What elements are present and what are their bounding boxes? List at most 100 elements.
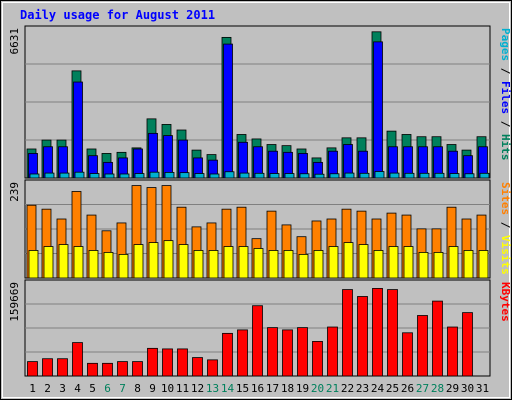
bar-pages-day-3 bbox=[59, 172, 70, 179]
legend-kbytes: KBytes bbox=[499, 282, 512, 322]
x-tick-label-day-8: 8 bbox=[134, 382, 141, 395]
bar-sites-day-21 bbox=[328, 246, 339, 279]
bar-pages-day-22 bbox=[344, 172, 355, 179]
x-tick-label-day-23: 23 bbox=[356, 382, 369, 395]
panel-middle bbox=[24, 179, 491, 279]
x-tick-label-day-17: 17 bbox=[266, 382, 279, 395]
bar-kbytes-day-23 bbox=[357, 296, 368, 377]
legend-visits: Visits bbox=[499, 235, 512, 275]
bar-sites-day-17 bbox=[268, 250, 279, 279]
bar-kbytes-day-29 bbox=[447, 326, 458, 377]
bar-kbytes-day-26 bbox=[402, 332, 413, 377]
panel-bottom bbox=[24, 279, 491, 377]
bar-kbytes-day-10 bbox=[162, 348, 173, 377]
bar-pages-day-5 bbox=[89, 173, 100, 179]
bar-files-day-15 bbox=[238, 141, 248, 179]
bar-kbytes-day-12 bbox=[192, 357, 203, 377]
x-tick-label-day-3: 3 bbox=[59, 382, 66, 395]
bar-sites-day-31 bbox=[478, 250, 489, 279]
bar-sites-day-10 bbox=[163, 240, 174, 279]
bar-pages-day-23 bbox=[359, 172, 370, 179]
bar-sites-day-18 bbox=[283, 250, 294, 279]
bar-files-day-9 bbox=[148, 132, 158, 179]
bar-kbytes-day-18 bbox=[282, 329, 293, 377]
bar-pages-day-30 bbox=[464, 173, 475, 179]
bar-kbytes-day-16 bbox=[252, 305, 263, 377]
bar-pages-day-14 bbox=[224, 171, 235, 179]
legend-files: Files bbox=[499, 81, 512, 114]
legend-separator: / bbox=[499, 215, 512, 235]
bar-sites-day-20 bbox=[313, 250, 324, 279]
bar-sites-day-26 bbox=[403, 246, 414, 279]
bar-kbytes-day-3 bbox=[57, 358, 68, 377]
chart-title: Daily usage for August 2011 bbox=[20, 8, 215, 22]
bar-pages-day-19 bbox=[299, 173, 310, 179]
x-tick-label-day-28: 28 bbox=[431, 382, 444, 395]
bar-pages-day-15 bbox=[239, 172, 250, 179]
bar-sites-day-3 bbox=[58, 244, 69, 279]
x-tick-label-day-6: 6 bbox=[104, 382, 111, 395]
bar-kbytes-day-17 bbox=[267, 327, 278, 377]
panel-top-max-label: 6631 bbox=[8, 28, 21, 55]
bar-sites-day-15 bbox=[238, 246, 249, 279]
panel-middle-max-label: 239 bbox=[8, 182, 21, 202]
bar-sites-day-19 bbox=[298, 254, 309, 279]
bar-kbytes-day-28 bbox=[432, 300, 443, 377]
bar-pages-day-17 bbox=[269, 173, 280, 179]
x-tick-label-day-7: 7 bbox=[119, 382, 126, 395]
x-tick-label-day-27: 27 bbox=[416, 382, 429, 395]
bar-kbytes-day-27 bbox=[417, 315, 428, 377]
bar-sites-day-11 bbox=[178, 244, 189, 279]
bar-kbytes-day-6 bbox=[102, 362, 113, 377]
panel-bottom-legend: KBytes bbox=[499, 282, 512, 322]
bar-pages-day-21 bbox=[329, 173, 340, 179]
bar-pages-day-1 bbox=[29, 173, 40, 179]
bar-pages-day-8 bbox=[134, 173, 145, 179]
x-tick-label-day-21: 21 bbox=[326, 382, 339, 395]
bar-pages-day-27 bbox=[419, 172, 430, 179]
x-tick-label-day-10: 10 bbox=[161, 382, 174, 395]
x-tick-label-day-13: 13 bbox=[206, 382, 219, 395]
bar-kbytes-day-8 bbox=[132, 361, 143, 377]
x-tick-label-day-25: 25 bbox=[386, 382, 399, 395]
bar-sites-day-12 bbox=[193, 250, 204, 279]
bar-pages-day-4 bbox=[74, 171, 85, 179]
bar-pages-day-29 bbox=[449, 173, 460, 179]
x-tick-label-day-1: 1 bbox=[29, 382, 36, 395]
legend-sites: Sites bbox=[499, 182, 512, 215]
bar-sites-day-5 bbox=[88, 250, 99, 279]
bar-pages-day-9 bbox=[149, 171, 160, 179]
bar-sites-day-4 bbox=[73, 246, 84, 279]
x-tick-label-day-9: 9 bbox=[149, 382, 156, 395]
bar-sites-day-7 bbox=[118, 254, 129, 279]
x-tick-label-day-2: 2 bbox=[44, 382, 51, 395]
bar-kbytes-day-24 bbox=[372, 288, 383, 377]
bar-pages-day-10 bbox=[164, 172, 175, 179]
bar-sites-day-28 bbox=[433, 252, 444, 279]
bar-kbytes-day-11 bbox=[177, 348, 188, 377]
x-tick-label-day-29: 29 bbox=[446, 382, 459, 395]
bar-sites-day-2 bbox=[43, 246, 54, 279]
bar-pages-day-31 bbox=[479, 172, 490, 179]
bar-kbytes-day-14 bbox=[222, 332, 233, 377]
legend-separator: / bbox=[499, 114, 512, 134]
x-tick-label-day-30: 30 bbox=[461, 382, 474, 395]
x-tick-label-day-31: 31 bbox=[476, 382, 489, 395]
bar-files-day-4 bbox=[73, 81, 83, 179]
legend-pages: Pages bbox=[499, 28, 512, 61]
x-tick-label-day-4: 4 bbox=[74, 382, 81, 395]
panel-middle-legend: Sites / Visits bbox=[499, 182, 512, 275]
bar-sites-day-16 bbox=[253, 248, 264, 279]
bar-kbytes-day-1 bbox=[27, 361, 38, 377]
panel-top-legend: Pages / Files / Hits bbox=[499, 28, 512, 161]
x-tick-label-day-15: 15 bbox=[236, 382, 249, 395]
bar-pages-day-28 bbox=[434, 172, 445, 179]
bar-sites-day-9 bbox=[148, 242, 159, 279]
panel-top bbox=[24, 25, 491, 179]
legend-separator: / bbox=[499, 61, 512, 81]
legend-hits: Hits bbox=[499, 134, 512, 161]
x-tick-label-day-22: 22 bbox=[341, 382, 354, 395]
bar-pages-day-13 bbox=[209, 173, 220, 179]
